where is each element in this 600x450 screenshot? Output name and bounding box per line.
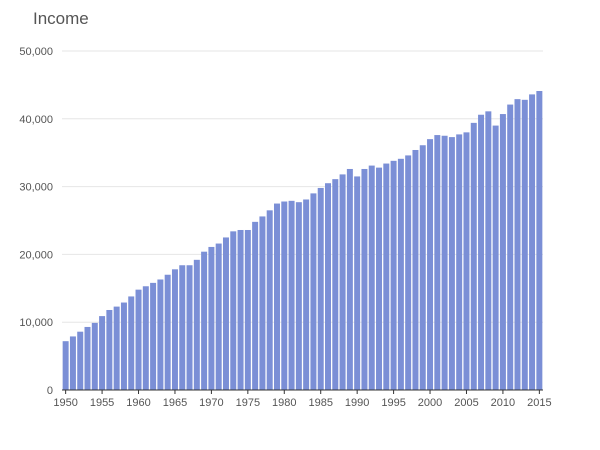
bar-1974 xyxy=(237,229,244,390)
y-tick-label: 20,000 xyxy=(19,249,53,261)
bar-1997 xyxy=(405,155,412,390)
bar-1950 xyxy=(62,341,69,390)
bar-1959 xyxy=(128,296,135,390)
bar-1964 xyxy=(164,274,171,390)
bar-2015 xyxy=(536,91,543,390)
x-tick-label: 1975 xyxy=(236,397,260,409)
bar-1968 xyxy=(193,259,200,390)
bar-2009 xyxy=(492,125,499,390)
bar-1979 xyxy=(273,203,280,390)
x-tick-label: 1995 xyxy=(381,397,405,409)
bar-1954 xyxy=(91,322,98,390)
bar-2007 xyxy=(478,114,485,391)
bar-1969 xyxy=(201,251,208,390)
x-tick-label: 1980 xyxy=(272,397,296,409)
bar-1970 xyxy=(208,246,215,390)
bar-1996 xyxy=(397,158,404,390)
bar-1981 xyxy=(288,200,295,390)
bar-1990 xyxy=(354,176,361,390)
bar-1967 xyxy=(186,265,193,390)
bar-1999 xyxy=(419,145,426,390)
y-tick-label: 30,000 xyxy=(19,182,53,194)
x-tick-label: 2000 xyxy=(418,397,442,409)
bar-1963 xyxy=(157,279,164,390)
bar-1953 xyxy=(84,326,91,390)
x-tick-label: 2015 xyxy=(527,397,551,409)
bar-1992 xyxy=(368,165,375,390)
y-tick-label: 0 xyxy=(47,385,53,397)
bar-1973 xyxy=(230,231,237,390)
bar-1998 xyxy=(412,149,419,390)
bar-2002 xyxy=(441,135,448,390)
bar-1988 xyxy=(339,174,346,390)
x-tick-label: 1960 xyxy=(126,397,150,409)
bar-2005 xyxy=(463,132,470,391)
bar-2010 xyxy=(499,114,506,390)
bar-1965 xyxy=(171,269,178,390)
bar-1966 xyxy=(179,265,186,390)
bar-1955 xyxy=(99,316,106,390)
chart-title: Income xyxy=(33,9,89,28)
bar-1958 xyxy=(120,302,127,390)
bar-1957 xyxy=(113,306,120,390)
bar-1962 xyxy=(150,282,157,390)
bar-2006 xyxy=(470,122,477,391)
bar-1983 xyxy=(303,199,310,390)
bar-2003 xyxy=(448,137,455,390)
bar-1994 xyxy=(383,163,390,390)
bar-1972 xyxy=(222,237,229,390)
bar-1982 xyxy=(295,202,302,390)
bar-2001 xyxy=(434,135,441,390)
x-tick-label: 1965 xyxy=(163,397,187,409)
x-tick-label: 1990 xyxy=(345,397,369,409)
x-tick-label: 1985 xyxy=(308,397,332,409)
bar-1960 xyxy=(135,289,142,390)
bar-1989 xyxy=(346,168,353,390)
x-tick-label: 1970 xyxy=(199,397,223,409)
bar-1984 xyxy=(310,193,317,390)
bar-1951 xyxy=(69,336,76,390)
bar-2008 xyxy=(485,111,492,390)
bar-1976 xyxy=(252,221,259,390)
bar-1956 xyxy=(106,309,113,390)
x-tick-label: 2010 xyxy=(491,397,515,409)
bar-1985 xyxy=(317,187,324,390)
bar-2012 xyxy=(514,99,521,390)
bar-1991 xyxy=(361,168,368,390)
bar-1961 xyxy=(142,286,149,390)
x-tick-label: 1950 xyxy=(53,397,77,409)
bar-2013 xyxy=(521,99,528,390)
y-tick-label: 50,000 xyxy=(19,46,53,58)
bar-2000 xyxy=(427,139,434,390)
bar-1995 xyxy=(390,160,397,390)
y-tick-label: 10,000 xyxy=(19,317,53,329)
bar-1977 xyxy=(259,216,266,390)
bar-1971 xyxy=(215,243,222,390)
bar-1978 xyxy=(266,210,273,390)
bar-1975 xyxy=(244,229,251,390)
bar-1993 xyxy=(376,167,383,390)
bar-1952 xyxy=(77,331,84,390)
y-tick-label: 40,000 xyxy=(19,114,53,126)
bar-2014 xyxy=(529,94,536,390)
x-tick-label: 2005 xyxy=(454,397,478,409)
bar-2011 xyxy=(507,104,514,390)
x-tick-label: 1955 xyxy=(90,397,114,409)
bar-2004 xyxy=(456,134,463,390)
bar-1987 xyxy=(332,179,339,390)
bar-1986 xyxy=(325,183,332,390)
bar-1980 xyxy=(281,201,288,390)
